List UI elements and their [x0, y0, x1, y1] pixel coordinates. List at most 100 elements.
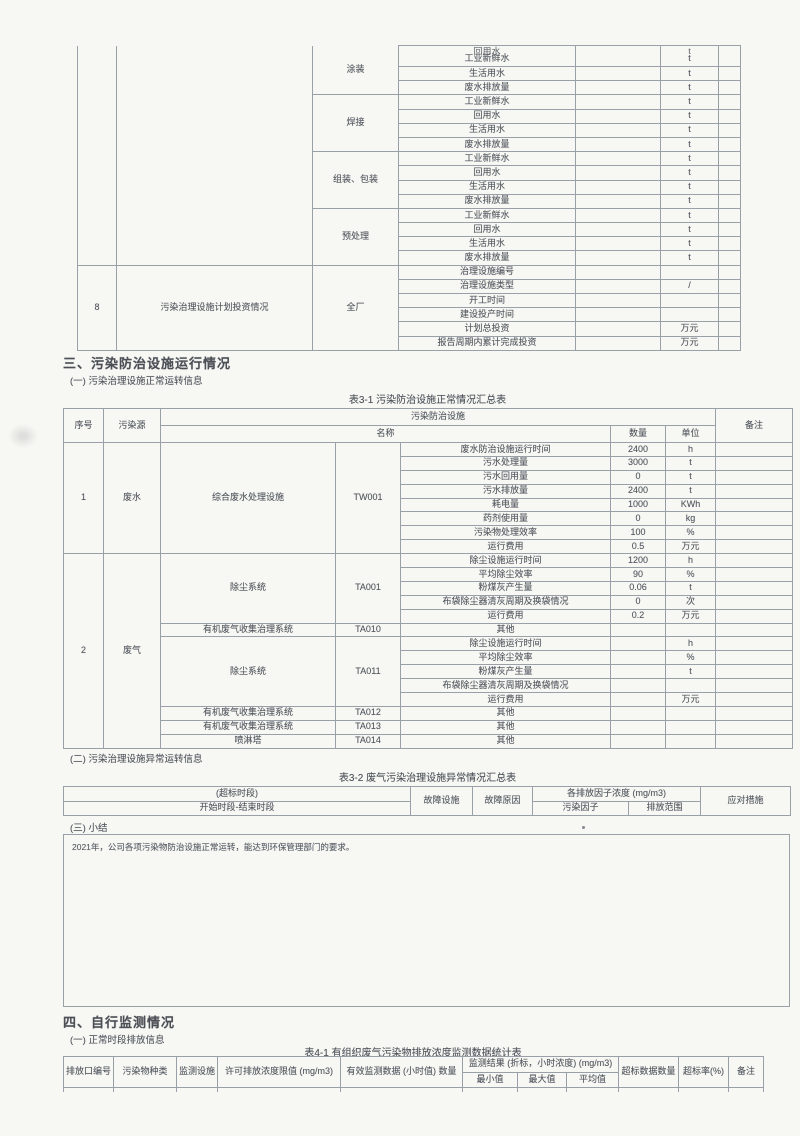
unit-cell: t	[660, 207, 719, 224]
overlap-unit-primary: t	[688, 53, 691, 64]
header-note: 备注	[715, 408, 794, 443]
note-cell	[715, 442, 794, 457]
qty-cell: 2400	[610, 442, 666, 457]
section-3-sub-1: (一) 污染治理设施正常运转信息	[70, 376, 203, 387]
value-cell	[575, 278, 661, 295]
note-cell	[718, 108, 741, 124]
header-monitor-facility: 监测设施	[176, 1056, 218, 1088]
empty-cell	[63, 1087, 114, 1092]
unit-cell: t	[664, 664, 717, 680]
row-label-cell: 生活用水	[398, 236, 576, 252]
item-label-cell: 污水处理量	[400, 455, 611, 471]
unit-cell: 万元	[664, 539, 717, 555]
facility-cell: 有机废气收集治理系统	[160, 622, 336, 638]
note-cell	[715, 636, 794, 652]
header-pollutant: 污染物种类	[113, 1056, 177, 1088]
value-cell	[575, 250, 661, 266]
code-cell: TA001	[335, 553, 401, 624]
value-cell	[575, 236, 661, 252]
value-cell	[575, 165, 661, 181]
unit-cell: 万元	[664, 608, 717, 624]
value-cell	[575, 292, 661, 309]
header-facility-group: 污染防治设施	[159, 408, 717, 426]
row-label-cell: 工业新鲜水	[398, 94, 576, 110]
unit-cell	[660, 307, 719, 323]
qty-cell	[610, 692, 666, 707]
name-cell: 污染治理设施计划投资情况	[116, 264, 313, 351]
note-cell	[718, 179, 741, 195]
unit-cell: 万元	[660, 335, 719, 351]
seq-cell: 8	[77, 264, 117, 351]
note-cell	[718, 264, 741, 280]
note-cell	[718, 207, 741, 224]
note-cell	[718, 292, 741, 309]
header-exceed-rate: 超标率(%)	[678, 1056, 729, 1088]
item-label-cell: 除尘设施运行时间	[400, 636, 611, 652]
unit-cell: t	[660, 151, 719, 167]
note-cell	[715, 692, 794, 707]
header-fault-facility: 故障设施	[410, 786, 473, 816]
unit-cell: t	[660, 65, 719, 82]
header-pollution-factor: 污染因子	[532, 800, 629, 816]
value-cell	[575, 80, 661, 96]
value-cell	[575, 122, 661, 138]
header-factor-concentration: 各排放因子浓度 (mg/m3)	[531, 786, 702, 802]
qty-cell	[610, 733, 666, 749]
item-label-cell: 平均除尘效率	[400, 567, 611, 582]
overlap-unit-ghost: t	[688, 46, 691, 56]
header-avg: 平均值	[566, 1071, 619, 1088]
header-max: 最大值	[517, 1071, 567, 1088]
name-cell	[116, 45, 313, 266]
item-label-cell: 污水排放量	[400, 483, 611, 499]
code-cell: TA011	[335, 636, 401, 707]
note-cell	[715, 511, 794, 527]
row-label-cell: 回用水	[398, 108, 576, 124]
row-label-cell: 生活用水	[398, 179, 576, 195]
row-label-cell: 废水排放量	[398, 136, 576, 153]
code-cell: TA014	[335, 733, 401, 749]
item-label-cell: 污水回用量	[400, 469, 611, 485]
unit-cell: t	[660, 108, 719, 124]
note-cell	[715, 608, 794, 624]
value-cell	[575, 65, 661, 82]
item-label-cell: 耗电量	[400, 497, 611, 513]
value-cell	[575, 335, 661, 351]
qty-cell	[610, 622, 666, 638]
unit-cell: t	[664, 469, 717, 485]
note-cell	[715, 497, 794, 513]
note-cell	[718, 222, 741, 238]
note-cell	[715, 705, 794, 721]
table-4-1-caption: 表4-1 有组织废气污染物排放浓度监测数据统计表	[304, 1048, 522, 1059]
empty-cell	[566, 1087, 619, 1092]
header-outlet: 排放口编号	[63, 1056, 114, 1088]
qty-cell: 0.2	[610, 608, 666, 624]
value-cell	[575, 264, 661, 280]
row-label-cell: 治理设施类型	[398, 278, 576, 295]
unit-cell: t	[660, 222, 719, 238]
qty-cell	[610, 664, 666, 680]
item-label-cell: 除尘设施运行时间	[400, 553, 611, 569]
unit-cell: 万元	[664, 692, 717, 707]
table-3-1: 序号 污染源 污染防治设施 备注 名称 数量 单位 1 废水 综合废水处理设施 …	[63, 408, 794, 749]
note-cell	[715, 733, 794, 749]
code-cell: TA013	[335, 719, 401, 735]
unit-cell: t	[664, 580, 717, 596]
scope-cell: 全厂	[312, 264, 399, 351]
facility-cell: 综合废水处理设施	[160, 441, 336, 555]
row-label-cell: 废水排放量	[398, 80, 576, 96]
header-exceed-period: (超标时段)	[63, 786, 411, 802]
row-label-cell: 生活用水	[398, 65, 576, 82]
unit-cell	[664, 719, 717, 735]
note-cell	[718, 193, 741, 209]
unit-cell: t	[664, 483, 717, 499]
note-cell	[715, 719, 794, 735]
unit-cell: %	[664, 650, 717, 666]
note-cell	[715, 580, 794, 596]
value-cell	[575, 136, 661, 153]
note-cell	[718, 45, 741, 67]
unit-cell: h	[664, 636, 717, 652]
item-label-cell: 粉煤灰产生量	[400, 580, 611, 596]
section-3-sub-3: (三) 小结	[70, 823, 108, 834]
table-3-2-caption: 表3-2 废气污染治理设施异常情况汇总表	[338, 773, 517, 784]
qty-cell	[610, 650, 666, 666]
